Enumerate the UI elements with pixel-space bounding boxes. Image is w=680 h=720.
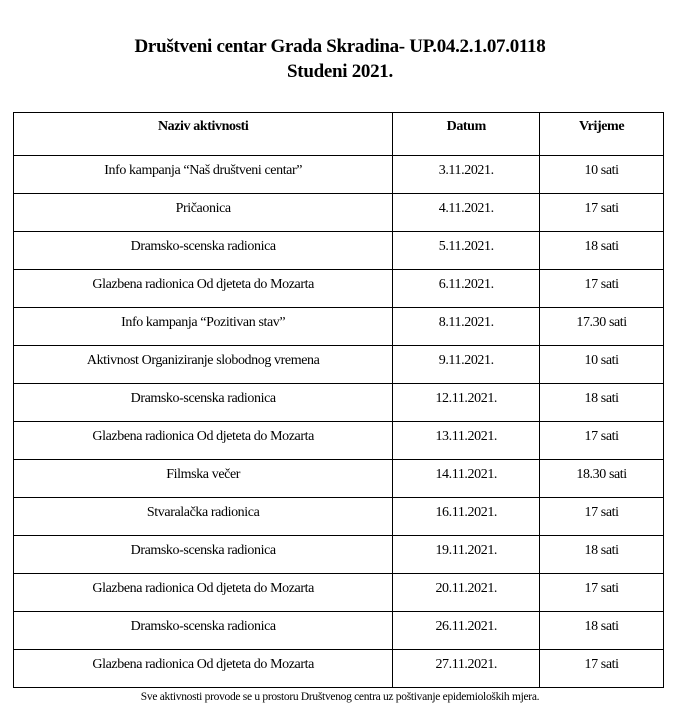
cell-date: 14.11.2021. (392, 459, 541, 498)
cell-time: 17 sati (539, 269, 664, 308)
table-row: Aktivnost Organiziranje slobodnog vremen… (12, 345, 664, 384)
cell-time: 18 sati (539, 231, 664, 270)
table-row: Glazbena radionica Od djeteta do Mozarta… (12, 649, 664, 688)
cell-time: 17 sati (539, 193, 664, 232)
cell-date: 12.11.2021. (392, 383, 541, 422)
cell-activity: Dramsko-scenska radionica (12, 231, 394, 270)
header-date: Datum (392, 112, 541, 156)
cell-activity: Glazbena radionica Od djeteta do Mozarta (12, 573, 394, 612)
table-row: Dramsko-scenska radionica 12.11.2021. 18 s… (12, 383, 664, 422)
table-row: Pričaonica 4.11.2021. 17 sati (12, 193, 664, 232)
cell-date: 27.11.2021. (392, 649, 541, 688)
cell-activity: Aktivnost Organiziranje slobodnog vremen… (12, 345, 394, 384)
table-header-row: Naziv aktivnosti Datum Vrijeme (12, 112, 664, 156)
table-row: Info kampanja “Naš društveni centar” 3.11… (12, 155, 664, 194)
document-subtitle: Studeni 2021. (287, 61, 393, 82)
cell-time: 18 sati (539, 383, 664, 422)
cell-time: 18 sati (539, 535, 664, 574)
table-row: Filmska večer 14.11.2021. 18.30 sati (12, 459, 664, 498)
table-row: Glazbena radionica Od djeteta do Mozarta… (12, 269, 664, 308)
cell-date: 6.11.2021. (392, 269, 541, 308)
cell-date: 4.11.2021. (392, 193, 541, 232)
table-row: Dramsko-scenska radionica 26.11.2021. 18 s… (12, 611, 664, 650)
header-time: Vrijeme (539, 112, 664, 156)
cell-activity: Dramsko-scenska radionica (12, 383, 394, 422)
cell-date: 9.11.2021. (392, 345, 541, 384)
table-row: Dramsko-scenska radionica 19.11.2021. 18 s… (12, 535, 664, 574)
cell-activity: Glazbena radionica Od djeteta do Mozarta (12, 269, 394, 308)
cell-date: 16.11.2021. (392, 497, 541, 536)
cell-time: 17 sati (539, 573, 664, 612)
cell-time: 17 sati (539, 421, 664, 460)
cell-activity: Filmska večer (12, 459, 394, 498)
cell-activity: Info kampanja “Pozitivan stav” (12, 307, 394, 346)
table-row: Dramsko-scenska radionica 5.11.2021. 18 sa… (12, 231, 664, 270)
cell-date: 5.11.2021. (392, 231, 541, 270)
cell-time: 10 sati (539, 155, 664, 194)
table-row: Info kampanja “Pozitivan stav” 8.11.2021.… (12, 307, 664, 346)
cell-date: 26.11.2021. (392, 611, 541, 650)
cell-activity: Dramsko-scenska radionica (12, 611, 394, 650)
cell-date: 20.11.2021. (392, 573, 541, 612)
document-title: Društveni centar Grada Skradina- UP.04.2… (134, 36, 546, 57)
cell-activity: Glazbena radionica Od djeteta do Mozarta (12, 421, 394, 460)
cell-time: 17.30 sati (539, 307, 664, 346)
table-row: Glazbena radionica Od djeteta do Mozarta… (12, 421, 664, 460)
cell-date: 3.11.2021. (392, 155, 541, 194)
cell-time: 17 sati (539, 497, 664, 536)
cell-time: 18 sati (539, 611, 664, 650)
cell-date: 8.11.2021. (392, 307, 541, 346)
table-row: Stvaralačka radionica 16.11.2021. 17 sati (12, 497, 664, 536)
cell-activity: Pričaonica (12, 193, 394, 232)
cell-time: 17 sati (539, 649, 664, 688)
cell-activity: Info kampanja “Naš društveni centar” (12, 155, 394, 194)
cell-activity: Stvaralačka radionica (12, 497, 394, 536)
cell-date: 19.11.2021. (392, 535, 541, 574)
cell-activity: Dramsko-scenska radionica (12, 535, 394, 574)
activity-table: Naziv aktivnosti Datum Vrijeme Info kamp… (12, 112, 664, 688)
cell-activity: Glazbena radionica Od djeteta do Mozarta (12, 649, 394, 688)
cell-date: 13.11.2021. (392, 421, 541, 460)
cell-time: 10 sati (539, 345, 664, 384)
footer-note: Sve aktivnosti provode se u prostoru Dru… (140, 691, 540, 703)
table-row: Glazbena radionica Od djeteta do Mozarta… (12, 573, 664, 612)
cell-time: 18.30 sati (539, 459, 664, 498)
header-activity: Naziv aktivnosti (12, 112, 394, 156)
